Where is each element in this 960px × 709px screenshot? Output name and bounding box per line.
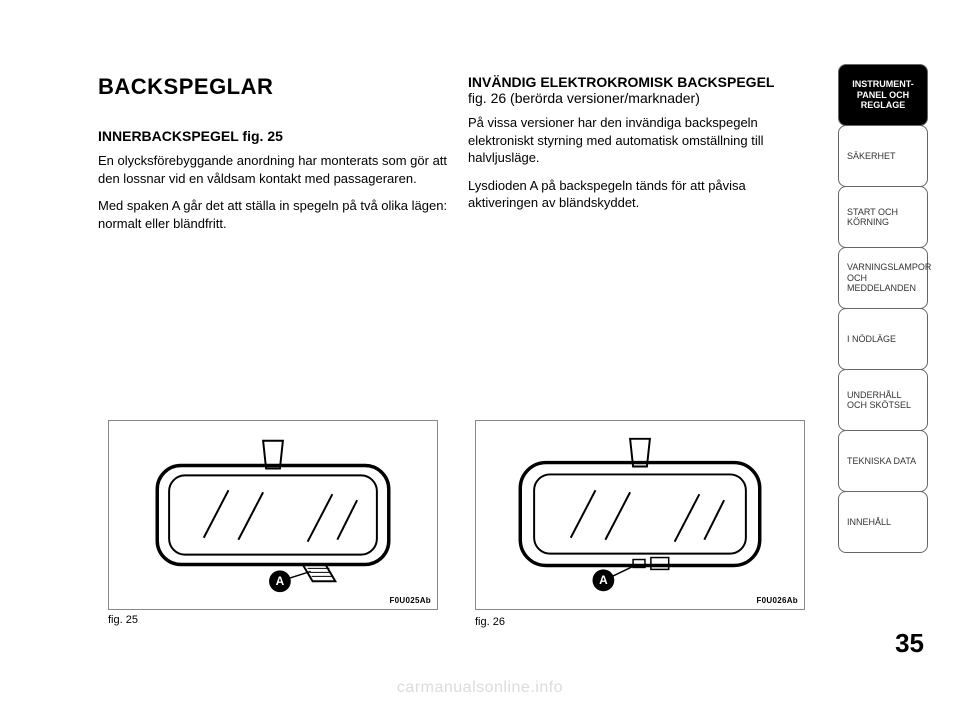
tab-varningslampor[interactable]: VARNINGSLAMPOR OCH MEDDELANDEN [838, 247, 928, 309]
left-subheading: INNERBACKSPEGEL fig. 25 [98, 128, 458, 144]
tab-nodlage[interactable]: I NÖDLÄGE [838, 308, 928, 370]
tab-label-3: VARNINGSLAMPOR OCH MEDDELANDEN [847, 262, 931, 293]
figure-25: A F0U025Ab [108, 420, 438, 610]
figure-26: A F0U026Ab [475, 420, 805, 610]
watermark: carmanualsonline.info [397, 679, 563, 697]
figure-25-code: F0U025Ab [389, 596, 431, 605]
figure-25-caption-text: fig. 25 [108, 614, 138, 626]
figure-26-marker-label: A [599, 573, 608, 587]
side-tabs: INSTRUMENT- PANEL OCH REGLAGE SÄKERHET S… [838, 64, 928, 552]
tab-sakerhet[interactable]: SÄKERHET [838, 125, 928, 187]
right-subheading-main: INVÄNDIG ELEKTROKROMISK BACKSPEGEL [468, 74, 774, 90]
figure-25-marker-label: A [276, 574, 285, 588]
left-text-column: BACKSPEGLAR INNERBACKSPEGEL fig. 25 En o… [98, 74, 458, 242]
figure-25-caption: fig. 25 [108, 614, 438, 626]
tab-innehall[interactable]: INNEHÅLL [838, 491, 928, 553]
tab-label-5: UNDERHÅLL OCH SKÖTSEL [847, 390, 911, 411]
mirror-illustration-26: A [476, 421, 804, 609]
mirror-illustration-25: A [109, 421, 437, 609]
right-text-column: INVÄNDIG ELEKTROKROMISK BACKSPEGEL fig. … [468, 74, 808, 222]
tab-label-6: TEKNISKA DATA [847, 456, 916, 466]
right-subheading: INVÄNDIG ELEKTROKROMISK BACKSPEGEL fig. … [468, 74, 808, 106]
figure-26-caption-text: fig. 26 [475, 616, 505, 628]
tab-tekniska-data[interactable]: TEKNISKA DATA [838, 430, 928, 492]
right-para-1: På vissa versioner har den invändiga bac… [468, 114, 808, 167]
left-para-2: Med spaken A går det att ställa in spege… [98, 197, 458, 232]
tab-label-0: INSTRUMENT- PANEL OCH REGLAGE [852, 79, 914, 110]
tab-label-1: SÄKERHET [847, 151, 896, 161]
tab-label-2: START OCH KÖRNING [847, 207, 898, 228]
right-subheading-ref: fig. 26 (berörda versioner/marknader) [468, 90, 700, 106]
figure-26-code: F0U026Ab [756, 596, 798, 605]
main-heading: BACKSPEGLAR [98, 74, 458, 100]
figure-26-caption: fig. 26 [475, 616, 805, 628]
page-number: 35 [895, 628, 924, 659]
tab-instrument-panel[interactable]: INSTRUMENT- PANEL OCH REGLAGE [838, 64, 928, 126]
right-para-2: Lysdioden A på backspegeln tänds för att… [468, 177, 808, 212]
tab-label-7: INNEHÅLL [847, 517, 891, 527]
tab-start-korning[interactable]: START OCH KÖRNING [838, 186, 928, 248]
tab-underhall[interactable]: UNDERHÅLL OCH SKÖTSEL [838, 369, 928, 431]
tab-label-4: I NÖDLÄGE [847, 334, 896, 344]
left-para-1: En olycksförebyggande anordning har mont… [98, 152, 458, 187]
